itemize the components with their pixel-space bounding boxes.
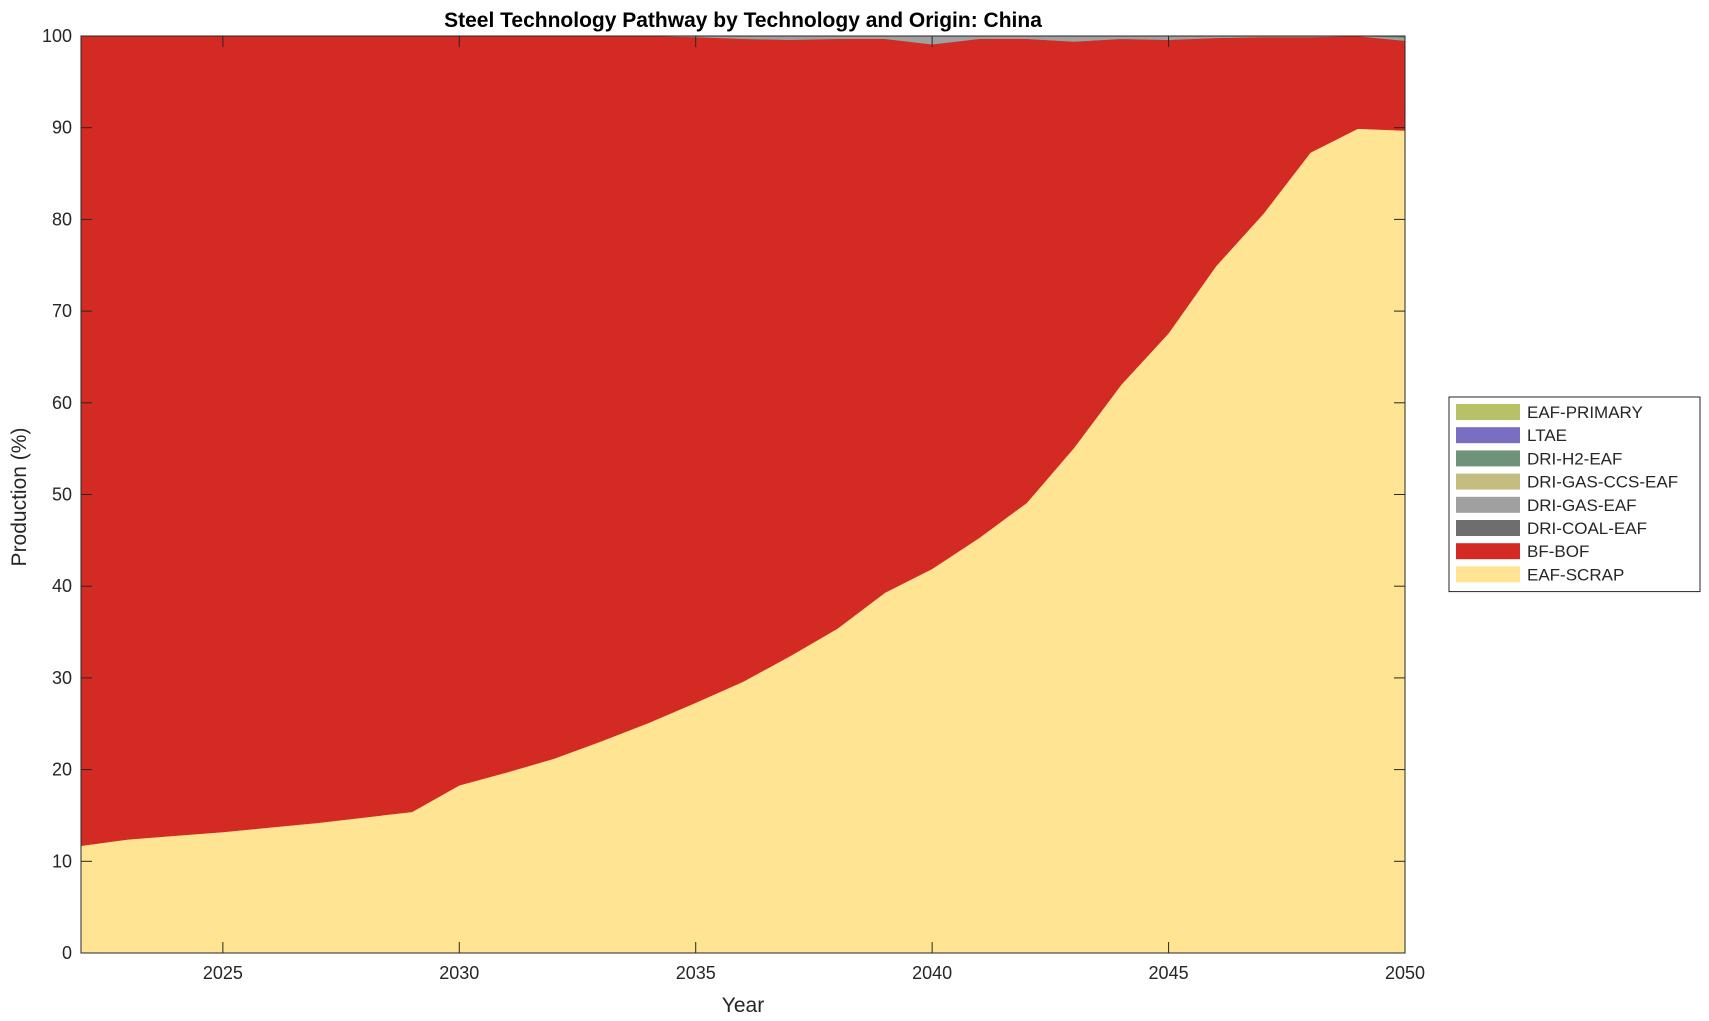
chart-title: Steel Technology Pathway by Technology a… xyxy=(444,9,1042,32)
legend-label-ltae: LTAE xyxy=(1527,426,1567,445)
legend-swatch-dri-gas-eaf xyxy=(1456,496,1520,513)
x-tick-label: 2050 xyxy=(1385,963,1425,983)
x-tick-label: 2045 xyxy=(1149,963,1189,983)
x-tick-label: 2040 xyxy=(912,963,952,983)
y-tick-label: 60 xyxy=(52,393,72,413)
legend-label-eaf-primary: EAF-PRIMARY xyxy=(1527,403,1643,422)
x-axis-title: Year xyxy=(722,994,764,1017)
y-tick-label: 10 xyxy=(52,851,72,871)
legend-swatch-ltae xyxy=(1456,427,1520,444)
y-tick-label: 30 xyxy=(52,668,72,688)
y-tick-label: 0 xyxy=(62,943,72,963)
legend: EAF-PRIMARY LTAE DRI-H2-EAF DRI-GAS-CCS-EAF… xyxy=(1448,396,1701,593)
legend-swatch-dri-coal-eaf xyxy=(1456,520,1520,536)
y-tick-label: 40 xyxy=(52,576,72,596)
y-axis: 0 10 20 30 40 50 60 70 80 90 100 xyxy=(42,26,1405,963)
legend-swatch-eaf-primary xyxy=(1456,404,1520,420)
legend-swatch-dri-gas-ccs-eaf xyxy=(1456,473,1520,490)
y-tick-label: 100 xyxy=(42,26,72,46)
y-tick-label: 70 xyxy=(52,301,72,321)
y-tick-label: 50 xyxy=(52,485,72,505)
legend-swatch-dri-h2-eaf xyxy=(1456,450,1520,467)
x-tick-label: 2030 xyxy=(439,963,479,983)
y-tick-label: 80 xyxy=(52,209,72,229)
legend-swatch-eaf-scrap xyxy=(1456,566,1520,583)
y-axis-title: Production (%) xyxy=(8,428,31,567)
legend-label-bf-bof: BF-BOF xyxy=(1527,542,1589,561)
legend-label-eaf-scrap: EAF-SCRAP xyxy=(1527,565,1624,584)
legend-label-dri-gas-ccs-eaf: DRI-GAS-CCS-EAF xyxy=(1527,473,1678,492)
y-tick-label: 20 xyxy=(52,760,72,780)
y-tick-label: 90 xyxy=(52,118,72,138)
x-tick-label: 2035 xyxy=(676,963,716,983)
x-tick-label: 2025 xyxy=(203,963,243,983)
x-axis: 2025 2030 2035 2040 2045 2050 xyxy=(203,36,1425,983)
legend-label-dri-coal-eaf: DRI-COAL-EAF xyxy=(1527,519,1647,538)
legend-label-dri-gas-eaf: DRI-GAS-EAF xyxy=(1527,496,1637,515)
plot-areas xyxy=(80,35,1406,954)
legend-box xyxy=(1448,396,1701,593)
legend-label-dri-h2-eaf: DRI-H2-EAF xyxy=(1527,449,1622,468)
legend-swatch-bf-bof xyxy=(1456,543,1520,560)
